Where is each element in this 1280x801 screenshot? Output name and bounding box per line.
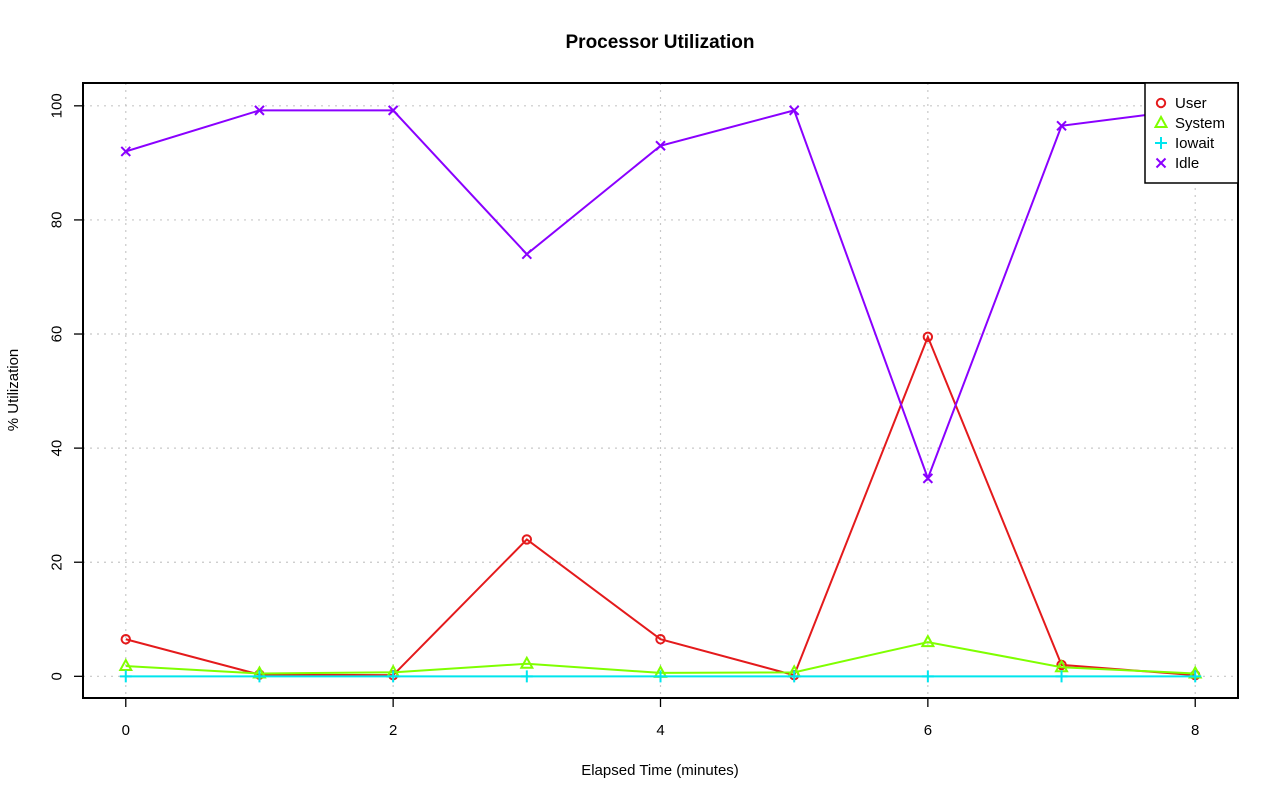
data-point-idle <box>922 473 934 484</box>
legend-item-system: System <box>1153 114 1225 132</box>
y-tick-label: 80 <box>49 212 66 229</box>
data-point-user <box>655 634 666 645</box>
y-tick-label: 60 <box>49 326 66 343</box>
chart-title: Processor Utilization <box>566 32 755 53</box>
data-point-user <box>922 331 934 343</box>
data-point-user <box>120 634 131 645</box>
legend-label: Idle <box>1175 155 1199 172</box>
legend: User System Iowait Idle <box>1144 82 1239 184</box>
data-point-iowait <box>1189 670 1202 683</box>
data-point-system <box>519 655 535 669</box>
data-point-idle <box>254 105 265 116</box>
y-tick-label: 0 <box>49 672 66 680</box>
data-point-idle <box>387 105 399 116</box>
legend-label: Iowait <box>1175 135 1215 152</box>
legend-label: User <box>1175 95 1207 112</box>
data-point-iowait <box>119 670 132 683</box>
x-tick-label: 6 <box>924 722 932 739</box>
legend-item-iowait: Iowait <box>1155 135 1215 152</box>
legend-marker <box>1155 157 1167 169</box>
y-tick-label: 20 <box>49 554 66 571</box>
grid-lines <box>83 83 1238 698</box>
data-point-user <box>521 534 533 545</box>
legend-item-user: User <box>1155 95 1207 112</box>
legend-marker <box>1155 97 1167 109</box>
x-tick-label: 0 <box>122 722 130 739</box>
legend-marker <box>1155 137 1167 149</box>
data-point-iowait <box>520 670 533 683</box>
x-tick-label: 2 <box>389 722 397 739</box>
y-tick-label: 100 <box>49 93 66 118</box>
data-point-idle <box>655 140 666 151</box>
data-point-system <box>920 634 936 648</box>
plot-series <box>118 103 1203 683</box>
legend-label: System <box>1175 115 1225 132</box>
data-point-idle <box>1056 120 1067 131</box>
plot-frame <box>82 82 1239 699</box>
data-point-system <box>118 657 133 672</box>
x-tick-label: 8 <box>1191 722 1199 739</box>
legend-marker <box>1153 114 1169 128</box>
data-point-iowait <box>921 670 934 683</box>
x-tick-label: 4 <box>656 722 664 739</box>
series-line-user <box>125 334 1196 677</box>
data-point-idle <box>120 146 131 157</box>
y-axis-label: % Utilization <box>5 349 22 432</box>
data-point-iowait <box>1055 670 1068 683</box>
data-point-iowait <box>387 670 400 683</box>
legend-item-idle: Idle <box>1155 155 1199 172</box>
data-point-idle <box>788 105 800 116</box>
data-point-iowait <box>788 670 801 683</box>
data-point-idle <box>521 248 533 260</box>
y-axis: 0 20 40 60 80 100 <box>49 93 83 680</box>
y-tick-label: 40 <box>49 440 66 457</box>
x-axis-label: Elapsed Time (minutes) <box>581 762 739 779</box>
data-point-iowait <box>654 670 667 683</box>
series-iowait <box>119 670 1202 683</box>
data-point-iowait <box>253 670 266 683</box>
